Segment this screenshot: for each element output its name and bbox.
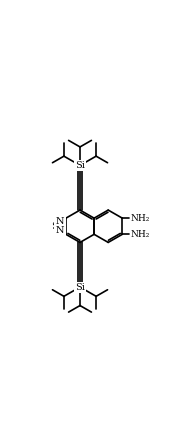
- Text: S: S: [51, 222, 58, 231]
- Text: NH₂: NH₂: [131, 230, 150, 239]
- Text: N: N: [56, 217, 64, 226]
- Text: Si: Si: [75, 161, 85, 170]
- Text: NH₂: NH₂: [131, 214, 150, 223]
- Text: N: N: [56, 226, 64, 235]
- Text: Si: Si: [75, 283, 85, 292]
